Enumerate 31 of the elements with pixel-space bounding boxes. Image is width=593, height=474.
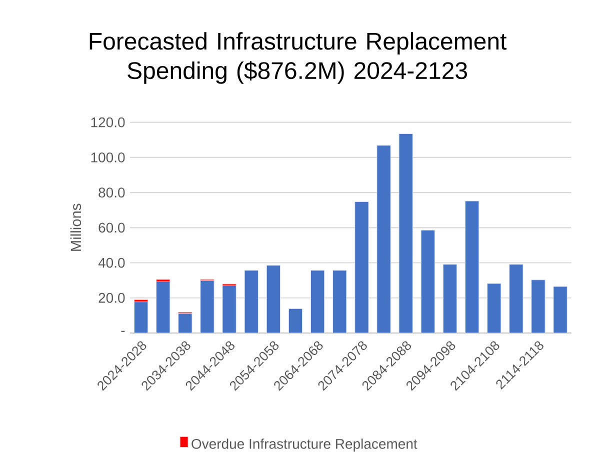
bar (332, 270, 347, 333)
bar (266, 265, 281, 333)
bar (553, 286, 568, 333)
y-tick-label: - (121, 330, 125, 332)
legend-label: Overdue Infrastructure Replacement (192, 438, 418, 452)
bar (200, 280, 214, 333)
bar (464, 200, 480, 333)
bar (156, 281, 170, 333)
bar (354, 201, 369, 333)
bar (244, 270, 258, 333)
y-tick-label: 100.0 (91, 152, 125, 162)
y-tick-label: 20.0 (98, 292, 125, 303)
bar (134, 302, 148, 333)
y-tick-label: 120.0 (91, 117, 125, 128)
chart-title: Forecasted Infrastructure Replacement Spending ($876.2M) 2024-2123 (90, 32, 507, 84)
bar (420, 230, 436, 333)
y-tick-label: 60.0 (98, 222, 125, 233)
bar (156, 279, 170, 282)
bar (398, 133, 413, 333)
bar (310, 270, 325, 333)
bar (442, 264, 458, 333)
bar (178, 313, 192, 333)
y-axis-title: Millions (70, 204, 82, 251)
y-tick-label: 40.0 (98, 258, 125, 268)
bar (531, 280, 546, 333)
bar (376, 145, 391, 333)
bar (486, 283, 502, 333)
bar (222, 285, 236, 333)
y-tick-label: 80.0 (98, 188, 125, 198)
bar (288, 308, 303, 333)
bar (509, 264, 524, 333)
